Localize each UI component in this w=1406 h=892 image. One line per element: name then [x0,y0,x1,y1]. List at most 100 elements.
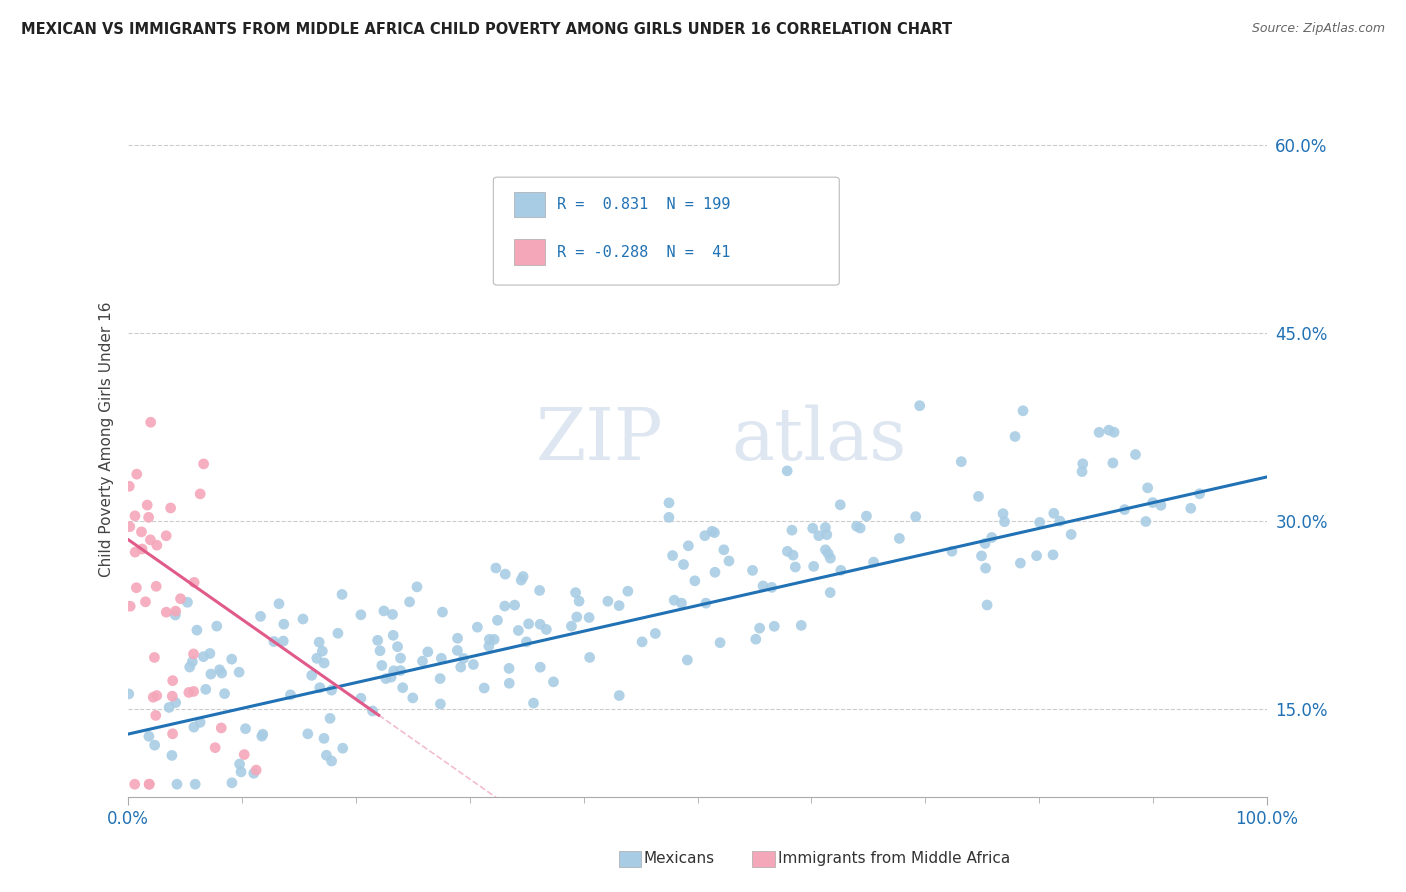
Text: R = -0.288  N =  41: R = -0.288 N = 41 [557,245,730,260]
Point [134,595,156,609]
Point [367,633,389,648]
Point [790,618,813,632]
Point [467,620,489,634]
Point [522,696,544,710]
Point [1071,457,1094,471]
Point [186,623,208,637]
Point [330,587,353,601]
Point [904,509,927,524]
Point [321,683,343,698]
Point [183,720,205,734]
Point [820,551,842,566]
Point [510,573,533,587]
Point [1114,502,1136,516]
Point [560,619,582,633]
Point [741,563,763,577]
Point [193,649,215,664]
Point [564,585,586,599]
Text: atlas: atlas [731,404,907,475]
Point [245,763,267,777]
Point [515,635,537,649]
Point [695,596,717,610]
Point [607,689,630,703]
Point [179,660,201,674]
Point [118,519,141,533]
Point [398,595,420,609]
Point [1060,527,1083,541]
Point [146,538,169,552]
Point [950,455,973,469]
Point [807,529,830,543]
Point [709,635,731,649]
Point [1188,487,1211,501]
Point [664,593,686,607]
Point [118,479,141,493]
Point [976,598,998,612]
Point [1180,501,1202,516]
Point [332,741,354,756]
Point [430,651,453,665]
Point [453,651,475,665]
Point [478,632,501,647]
Point [165,607,187,622]
Point [776,464,799,478]
Point [512,569,534,583]
Point [1010,556,1032,570]
Point [494,567,516,582]
Point [142,690,165,705]
Point [970,549,993,563]
Point [125,581,148,595]
Point [139,415,162,429]
Point [162,689,184,703]
Point [1088,425,1111,440]
Point [319,711,342,725]
Point [416,645,439,659]
Point [138,777,160,791]
Point [529,660,551,674]
Point [198,647,221,661]
Point [321,754,343,768]
Text: MEXICAN VS IMMIGRANTS FROM MIDDLE AFRICA CHILD POVERTY AMONG GIRLS UNDER 16 CORR: MEXICAN VS IMMIGRANTS FROM MIDDLE AFRICA… [21,22,952,37]
Point [374,672,396,686]
Point [967,489,990,503]
Point [463,657,485,672]
Point [124,545,146,559]
Point [136,498,159,512]
Point [350,607,373,622]
Point [830,498,852,512]
Point [1004,429,1026,443]
Point [678,539,700,553]
Point [188,487,211,501]
Point [391,681,413,695]
Point [382,628,405,642]
Point [849,521,872,535]
Point [543,674,565,689]
Point [145,689,167,703]
Point [350,691,373,706]
Point [204,740,226,755]
Point [672,558,695,572]
Point [361,704,384,718]
Point [1098,423,1121,437]
Point [432,605,454,619]
Point [118,687,141,701]
Point [145,708,167,723]
Point [229,764,252,779]
Text: Mexicans: Mexicans [644,852,716,866]
Point [763,619,786,633]
Point [974,536,997,550]
Point [482,632,505,647]
Point [243,766,266,780]
Point [235,722,257,736]
Point [124,508,146,523]
Point [162,673,184,688]
Point [169,591,191,606]
Point [503,598,526,612]
Point [717,554,740,568]
Point [373,604,395,618]
Point [578,610,600,624]
Point [644,626,666,640]
Point [631,635,654,649]
Point [193,457,215,471]
Point [1102,456,1125,470]
